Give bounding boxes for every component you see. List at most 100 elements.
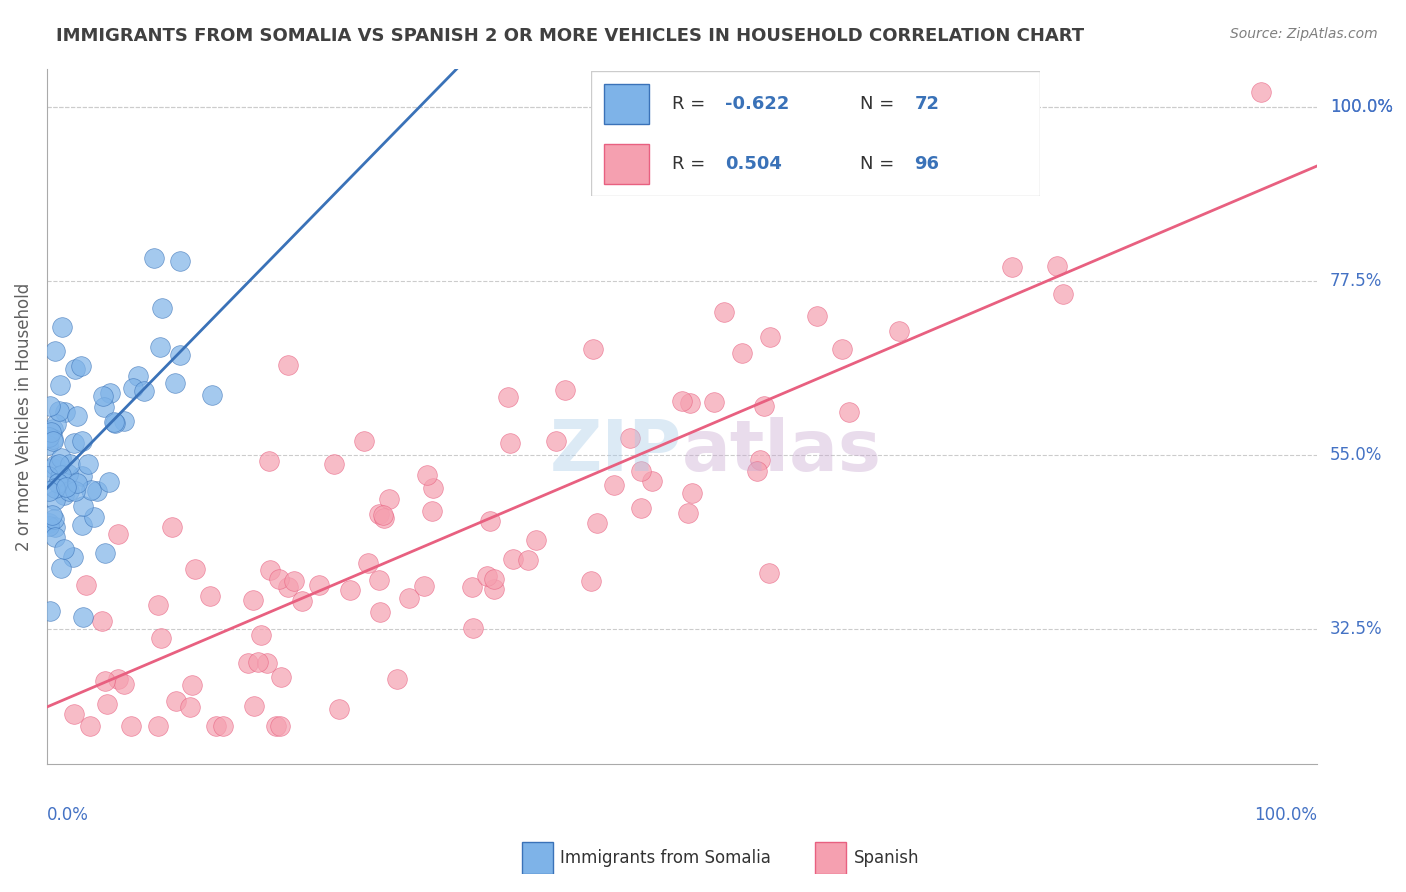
Point [236, 656, 259, 670]
Point [754, 399, 776, 413]
Point [478, 514, 501, 528]
Text: Spanish: Spanish [855, 849, 920, 867]
Point [91, 389, 114, 403]
FancyBboxPatch shape [605, 144, 650, 184]
Point [150, 631, 173, 645]
FancyBboxPatch shape [591, 71, 1040, 196]
Point [420, 504, 443, 518]
Point [169, 348, 191, 362]
Point [49, 469, 72, 483]
Point [72, 499, 94, 513]
Point [98, 386, 121, 401]
Point [256, 657, 278, 671]
Point [66, 409, 89, 423]
Point [38, 430, 60, 444]
Point [48, 457, 70, 471]
Text: 0.504: 0.504 [725, 155, 782, 173]
Point [75, 578, 97, 592]
Point [270, 670, 292, 684]
Point [146, 599, 169, 613]
Text: R =: R = [672, 155, 710, 173]
Text: 32.5%: 32.5% [1330, 620, 1382, 638]
Point [546, 434, 568, 449]
Point [58, 484, 80, 499]
Point [368, 606, 391, 620]
Text: atlas: atlas [682, 417, 882, 485]
Point [165, 694, 187, 708]
Point [179, 700, 201, 714]
Point [373, 511, 395, 525]
Point [93, 400, 115, 414]
Text: 72: 72 [914, 95, 939, 112]
Y-axis label: 2 or more Vehicles in Household: 2 or more Vehicles in Household [15, 282, 32, 550]
Point [37, 438, 59, 452]
Point [72, 610, 94, 624]
Point [502, 551, 524, 566]
Point [127, 369, 149, 384]
Point [758, 566, 780, 581]
Text: 100.0%: 100.0% [1254, 806, 1317, 824]
Point [373, 508, 395, 522]
Point [49, 467, 72, 482]
Point [269, 718, 291, 732]
Point [59, 457, 82, 471]
Point [671, 394, 693, 409]
Point [422, 481, 444, 495]
Point [482, 572, 505, 586]
Point [94, 673, 117, 688]
Point [38, 483, 60, 498]
Point [44, 482, 66, 496]
Text: N =: N = [860, 155, 900, 173]
Point [1046, 259, 1069, 273]
Point [70, 434, 93, 448]
Text: -0.622: -0.622 [725, 95, 790, 112]
Point [461, 580, 484, 594]
Point [461, 621, 484, 635]
Point [759, 330, 782, 344]
Point [46, 475, 69, 490]
Point [48, 404, 70, 418]
Point [586, 516, 609, 530]
Point [377, 491, 399, 506]
Point [1250, 85, 1272, 99]
Point [97, 475, 120, 490]
Point [58, 467, 80, 481]
Text: 77.5%: 77.5% [1330, 272, 1382, 290]
Point [51, 319, 73, 334]
Point [142, 251, 165, 265]
Point [107, 672, 129, 686]
Point [416, 467, 439, 482]
Point [838, 405, 860, 419]
FancyBboxPatch shape [605, 84, 650, 124]
Point [499, 435, 522, 450]
FancyBboxPatch shape [522, 842, 553, 874]
Point [104, 417, 127, 431]
Point [243, 699, 266, 714]
Text: Source: ZipAtlas.com: Source: ZipAtlas.com [1230, 27, 1378, 41]
Point [678, 396, 700, 410]
Point [70, 517, 93, 532]
Point [49, 560, 72, 574]
Point [630, 500, 652, 515]
Point [44, 344, 66, 359]
Point [38, 399, 60, 413]
FancyBboxPatch shape [815, 842, 846, 874]
Point [63, 483, 86, 498]
Point [277, 580, 299, 594]
Point [630, 464, 652, 478]
Point [42, 421, 65, 435]
Point [283, 574, 305, 588]
Text: 100.0%: 100.0% [1330, 98, 1393, 116]
Point [357, 556, 380, 570]
Point [368, 573, 391, 587]
Point [641, 474, 664, 488]
Point [200, 589, 222, 603]
Point [160, 519, 183, 533]
Point [484, 582, 506, 596]
Point [96, 697, 118, 711]
Point [121, 381, 143, 395]
Point [353, 434, 375, 449]
Text: 96: 96 [914, 155, 939, 173]
Point [65, 362, 87, 376]
Point [150, 301, 173, 316]
